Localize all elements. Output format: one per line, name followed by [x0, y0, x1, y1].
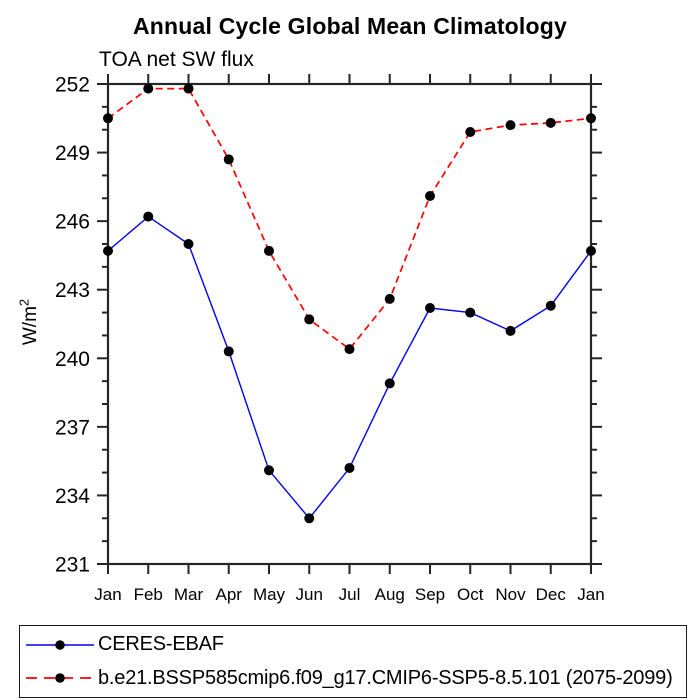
data-point-marker	[586, 113, 596, 124]
data-point-marker	[586, 245, 596, 256]
y-tick-label: 246	[55, 211, 90, 234]
data-point-marker	[344, 344, 355, 355]
x-tick-label: Oct	[457, 585, 484, 604]
data-point-marker	[143, 211, 154, 222]
data-point-marker	[384, 378, 395, 389]
data-point-marker	[384, 293, 395, 304]
y-tick-label: 237	[55, 416, 90, 439]
data-point-marker	[545, 117, 556, 128]
data-point-marker	[465, 307, 476, 318]
legend-item-ceres: CERES-EBAF	[24, 628, 686, 662]
x-tick-label: Apr	[216, 585, 243, 604]
chart-title: Annual Cycle Global Mean Climatology	[132, 13, 568, 39]
data-point-marker	[344, 463, 355, 473]
y-tick-label: 234	[55, 485, 90, 508]
x-tick-label: Sep	[415, 585, 445, 604]
x-tick-label: May	[253, 585, 286, 604]
legend-label: b.e21.BSSP585cmip6.f09_g17.CMIP6-SSP5-8.…	[98, 666, 673, 689]
legend-marker-icon	[55, 673, 65, 684]
x-tick-label: Mar	[174, 585, 204, 604]
data-point-marker	[264, 245, 274, 256]
data-point-marker	[304, 314, 315, 325]
plot-border	[106, 82, 593, 566]
legend-marker-icon	[55, 639, 65, 650]
data-point-marker	[425, 191, 435, 201]
legend-box: CERES-EBAF b.e21.BSSP585cmip6.f09_g17.CMI…	[19, 625, 687, 698]
x-tick-label: Jan	[577, 585, 604, 604]
chart-subtitle: TOA net SW flux	[99, 48, 254, 71]
y-tick-label: 249	[55, 142, 90, 165]
y-tick-label: 240	[55, 348, 90, 371]
data-point-marker	[183, 83, 194, 94]
data-point-marker	[545, 300, 556, 311]
data-point-marker	[183, 239, 194, 249]
data-point-marker	[103, 245, 113, 256]
legend-label: CERES-EBAF	[98, 633, 224, 656]
x-tick-label: Dec	[536, 585, 567, 604]
legend-item-model: b.e21.BSSP585cmip6.f09_g17.CMIP6-SSP5-8.…	[24, 662, 686, 696]
x-tick-label: Jul	[339, 585, 361, 604]
legend-line-sample	[26, 673, 94, 684]
x-tick-label: Jun	[296, 585, 323, 604]
data-point-marker	[264, 465, 274, 476]
data-point-marker	[304, 513, 315, 524]
data-point-marker	[223, 346, 234, 357]
data-point-marker	[425, 303, 435, 313]
x-tick-label: Aug	[375, 585, 405, 604]
data-point-marker	[143, 83, 154, 94]
y-tick-label: 252	[55, 74, 90, 97]
x-tick-label: Jan	[94, 585, 121, 604]
data-point-marker	[505, 325, 516, 336]
data-point-marker	[505, 120, 516, 131]
legend-line-sample	[26, 639, 94, 650]
x-tick-label: Nov	[495, 585, 526, 604]
chart-canvas: 231 234 237 240 243 246 249 252 Jan Feb Mar Apr May J…	[55, 74, 605, 605]
series-line-model	[107, 87, 592, 351]
x-tick-label: Feb	[134, 585, 163, 604]
y-tick-label: 243	[55, 279, 90, 302]
data-point-marker	[223, 154, 234, 165]
series-line-ceres	[107, 215, 592, 520]
data-point-marker	[465, 127, 476, 137]
data-point-marker	[103, 113, 113, 124]
y-tick-label: 231	[55, 554, 90, 577]
